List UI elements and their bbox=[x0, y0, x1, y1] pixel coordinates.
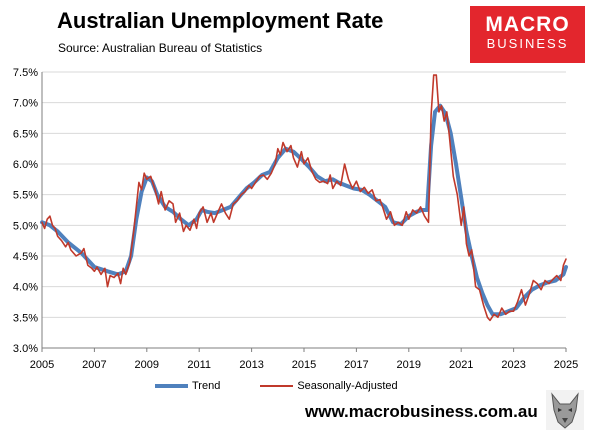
macrobusiness-logo: MACRO BUSINESS bbox=[470, 6, 585, 63]
chart-subtitle: Source: Australian Bureau of Statistics bbox=[58, 41, 263, 55]
chart-title: Australian Unemployment Rate bbox=[57, 8, 384, 33]
y-tick-label: 4.5% bbox=[13, 251, 38, 263]
legend-item-trend: Trend bbox=[155, 380, 220, 392]
legend-swatch-seasonally-adjusted bbox=[260, 385, 294, 387]
legend-label-trend: Trend bbox=[192, 380, 221, 392]
x-tick-label: 2005 bbox=[30, 359, 54, 371]
x-tick-label: 2007 bbox=[82, 359, 106, 371]
footer-url: www.macrobusiness.com.au bbox=[305, 402, 538, 421]
x-tick-label: 2011 bbox=[187, 359, 211, 371]
x-tick-label: 2009 bbox=[135, 359, 159, 371]
y-tick-label: 3.5% bbox=[13, 312, 38, 324]
y-tick-label: 5.5% bbox=[13, 190, 38, 202]
x-tick-label: 2017 bbox=[344, 359, 368, 371]
x-tick-label: 2013 bbox=[239, 359, 263, 371]
y-tick-label: 3.0% bbox=[13, 343, 38, 355]
chart-legend: Trend Seasonally-Adjusted bbox=[155, 380, 438, 392]
x-tick-label: 2023 bbox=[501, 359, 525, 371]
logo-line2: BUSINESS bbox=[486, 36, 569, 51]
y-tick-label: 5.0% bbox=[13, 220, 38, 232]
y-tick-label: 4.0% bbox=[13, 282, 38, 294]
legend-swatch-trend bbox=[155, 384, 188, 388]
wolf-emblem-icon bbox=[546, 390, 584, 430]
logo-line1: MACRO bbox=[485, 13, 570, 36]
y-tick-label: 7.0% bbox=[13, 98, 38, 110]
x-tick-label: 2025 bbox=[554, 359, 578, 371]
series-line-seasonally-adjusted bbox=[41, 74, 567, 322]
y-tick-label: 6.5% bbox=[13, 128, 38, 140]
x-tick-label: 2015 bbox=[292, 359, 316, 371]
y-tick-label: 6.0% bbox=[13, 159, 38, 171]
legend-item-seasonally-adjusted: Seasonally-Adjusted bbox=[260, 380, 398, 392]
x-tick-label: 2019 bbox=[397, 359, 421, 371]
legend-label-seasonally-adjusted: Seasonally-Adjusted bbox=[297, 380, 398, 392]
y-tick-label: 7.5% bbox=[13, 67, 38, 79]
x-tick-label: 2021 bbox=[449, 359, 473, 371]
